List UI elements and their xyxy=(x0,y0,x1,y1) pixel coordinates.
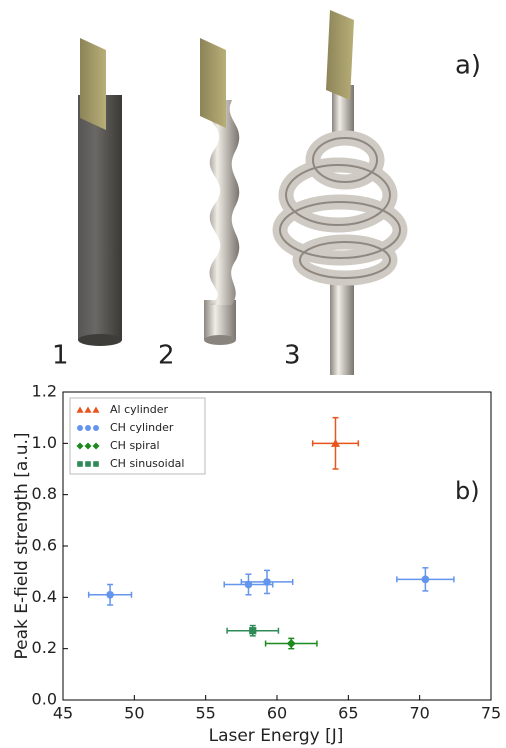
legend-marker xyxy=(77,425,83,431)
x-tick-label: 60 xyxy=(267,704,287,723)
data-point xyxy=(286,639,296,649)
data-point xyxy=(249,627,257,635)
x-tick-label: 75 xyxy=(481,704,501,723)
legend-marker xyxy=(92,442,100,450)
y-tick-label: 1.2 xyxy=(32,382,57,401)
legend-label: CH cylinder xyxy=(110,421,174,434)
data-point xyxy=(106,590,114,599)
legend-marker xyxy=(92,406,100,413)
legend-marker xyxy=(93,425,99,431)
legend-marker xyxy=(84,442,92,450)
x-tick-label: 55 xyxy=(195,704,215,723)
legend-marker xyxy=(84,406,92,413)
legend-label: CH spiral xyxy=(110,439,160,452)
object-label: 3 xyxy=(284,341,301,371)
object-label: 2 xyxy=(158,341,175,371)
legend-box xyxy=(69,397,206,475)
legend-marker xyxy=(76,406,84,413)
legend-marker xyxy=(76,442,84,450)
y-tick-label: 0.6 xyxy=(32,536,57,555)
panel-label: a) xyxy=(455,51,481,81)
legend-marker xyxy=(93,461,99,467)
x-tick-label: 65 xyxy=(338,704,358,723)
annotation: b) xyxy=(455,477,480,505)
data-point xyxy=(263,578,271,586)
x-tick-label: 45 xyxy=(53,704,73,723)
y-tick-label: 0.2 xyxy=(32,638,57,657)
legend-marker xyxy=(85,461,91,467)
x-tick-label: 70 xyxy=(409,704,429,723)
y-axis-label: Peak E-field strength [a.u.] xyxy=(12,432,32,659)
legend-label: CH sinusoidal xyxy=(110,457,184,470)
legend-marker xyxy=(85,425,91,431)
render xyxy=(78,10,408,375)
x-axis-label: Laser Energy [J] xyxy=(209,726,344,746)
legend-marker xyxy=(77,461,83,467)
y-tick-label: 0.0 xyxy=(32,690,57,709)
y-tick-label: 1.0 xyxy=(32,433,57,452)
data-point xyxy=(330,438,340,447)
y-tick-label: 0.8 xyxy=(32,484,57,503)
x-tick-label: 50 xyxy=(124,704,144,723)
legend-label: Al cylinder xyxy=(110,403,168,416)
object-label: 1 xyxy=(52,341,69,371)
data-point xyxy=(421,575,430,584)
y-tick-label: 0.4 xyxy=(32,587,57,606)
